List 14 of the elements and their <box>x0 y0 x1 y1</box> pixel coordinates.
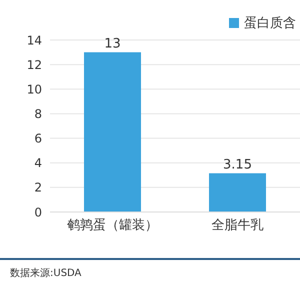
data-label: 13 <box>104 36 121 52</box>
y-tick-label: 14 <box>26 33 42 48</box>
y-tick-label: 12 <box>26 58 42 72</box>
x-tick-label: 全脂牛乳 <box>212 218 264 234</box>
y-tick-label: 10 <box>26 82 42 96</box>
x-tick-label: 鹌鹑蛋（罐装） <box>67 218 158 234</box>
y-tick-label: 8 <box>34 106 42 121</box>
y-tick-label: 4 <box>34 156 42 170</box>
y-tick-label: 0 <box>34 205 42 220</box>
data-label: 3.15 <box>223 157 252 172</box>
source-note: 数据来源:USDA <box>10 266 82 280</box>
y-tick-label: 2 <box>34 180 42 195</box>
legend-label: 蛋白质含 <box>244 15 296 32</box>
y-tick-label: 6 <box>34 132 42 146</box>
